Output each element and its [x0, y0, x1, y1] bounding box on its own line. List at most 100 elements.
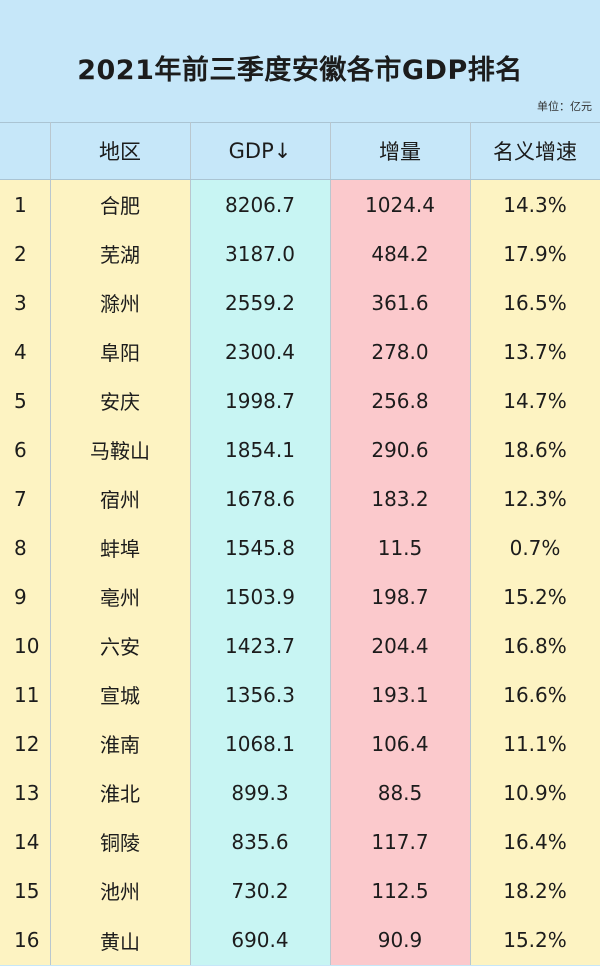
increment-cell: 290.6 — [330, 425, 471, 474]
growth-cell: 16.5% — [470, 278, 600, 327]
gdp-cell: 3187.0 — [190, 229, 331, 278]
table-row: 15 池州 730.2 112.5 18.2% — [0, 866, 600, 915]
region-cell: 淮南 — [50, 719, 191, 768]
region-header: 地区 — [50, 122, 191, 180]
region-cell: 铜陵 — [50, 817, 191, 866]
increment-cell: 256.8 — [330, 376, 471, 425]
rank-cell: 13 — [0, 768, 51, 817]
growth-cell: 15.2% — [470, 572, 600, 621]
increment-cell: 90.9 — [330, 915, 471, 965]
gdp-cell: 2559.2 — [190, 278, 331, 327]
region-cell: 六安 — [50, 621, 191, 670]
increment-header: 增量 — [330, 122, 471, 180]
region-cell: 蚌埠 — [50, 523, 191, 572]
rank-cell: 10 — [0, 621, 51, 670]
increment-cell: 278.0 — [330, 327, 471, 376]
table-row: 4 阜阳 2300.4 278.0 13.7% — [0, 327, 600, 376]
table-row: 8 蚌埠 1545.8 11.5 0.7% — [0, 523, 600, 572]
footer-strip — [0, 966, 600, 976]
gdp-cell: 1356.3 — [190, 670, 331, 719]
increment-cell: 11.5 — [330, 523, 471, 572]
gdp-cell: 690.4 — [190, 915, 331, 965]
region-cell: 宣城 — [50, 670, 191, 719]
region-cell: 宿州 — [50, 474, 191, 523]
unit-label: 单位：亿元 — [537, 100, 592, 113]
rank-cell: 12 — [0, 719, 51, 768]
gdp-header: GDP↓ — [190, 122, 331, 180]
growth-cell: 17.9% — [470, 229, 600, 278]
region-cell: 黄山 — [50, 915, 191, 965]
growth-cell: 18.2% — [470, 866, 600, 915]
growth-cell: 18.6% — [470, 425, 600, 474]
growth-cell: 16.6% — [470, 670, 600, 719]
gdp-cell: 1068.1 — [190, 719, 331, 768]
gdp-cell: 835.6 — [190, 817, 331, 866]
gdp-cell: 1545.8 — [190, 523, 331, 572]
region-cell: 合肥 — [50, 179, 191, 229]
gdp-cell: 1503.9 — [190, 572, 331, 621]
increment-cell: 204.4 — [330, 621, 471, 670]
region-cell: 淮北 — [50, 768, 191, 817]
table-row: 12 淮南 1068.1 106.4 11.1% — [0, 719, 600, 768]
increment-cell: 106.4 — [330, 719, 471, 768]
growth-cell: 16.4% — [470, 817, 600, 866]
rank-header — [0, 122, 51, 180]
table-row: 11 宣城 1356.3 193.1 16.6% — [0, 670, 600, 719]
table-row: 6 马鞍山 1854.1 290.6 18.6% — [0, 425, 600, 474]
growth-cell: 14.7% — [470, 376, 600, 425]
table-row: 9 亳州 1503.9 198.7 15.2% — [0, 572, 600, 621]
region-cell: 滁州 — [50, 278, 191, 327]
table-row: 13 淮北 899.3 88.5 10.9% — [0, 768, 600, 817]
increment-cell: 198.7 — [330, 572, 471, 621]
rank-cell: 16 — [0, 915, 51, 965]
rank-cell: 1 — [0, 179, 51, 229]
region-cell: 阜阳 — [50, 327, 191, 376]
table-row: 2 芜湖 3187.0 484.2 17.9% — [0, 229, 600, 278]
increment-cell: 484.2 — [330, 229, 471, 278]
increment-cell: 88.5 — [330, 768, 471, 817]
rank-cell: 4 — [0, 327, 51, 376]
rank-cell: 8 — [0, 523, 51, 572]
increment-cell: 193.1 — [330, 670, 471, 719]
region-cell: 亳州 — [50, 572, 191, 621]
growth-cell: 16.8% — [470, 621, 600, 670]
increment-cell: 361.6 — [330, 278, 471, 327]
gdp-cell: 1998.7 — [190, 376, 331, 425]
table-row: 16 黄山 690.4 90.9 15.2% — [0, 915, 600, 965]
rank-cell: 9 — [0, 572, 51, 621]
growth-cell: 14.3% — [470, 179, 600, 229]
rank-cell: 2 — [0, 229, 51, 278]
increment-cell: 112.5 — [330, 866, 471, 915]
gdp-cell: 1854.1 — [190, 425, 331, 474]
rank-cell: 3 — [0, 278, 51, 327]
region-cell: 安庆 — [50, 376, 191, 425]
rank-cell: 6 — [0, 425, 51, 474]
page-title: 2021年前三季度安徽各市GDP排名 — [77, 55, 523, 86]
growth-cell: 0.7% — [470, 523, 600, 572]
increment-cell: 117.7 — [330, 817, 471, 866]
region-cell: 芜湖 — [50, 229, 191, 278]
gdp-cell: 1423.7 — [190, 621, 331, 670]
growth-header: 名义增速 — [470, 122, 600, 180]
region-cell: 池州 — [50, 866, 191, 915]
gdp-table: 地区 GDP↓ 增量 名义增速 1 合肥 8206.7 1024.4 14.3% 2 芜湖 3187… — [0, 122, 600, 965]
table-row: 5 安庆 1998.7 256.8 14.7% — [0, 376, 600, 425]
increment-cell: 1024.4 — [330, 179, 471, 229]
gdp-cell: 730.2 — [190, 866, 331, 915]
header-row: 地区 GDP↓ 增量 名义增速 — [0, 122, 600, 180]
gdp-cell: 8206.7 — [190, 179, 331, 229]
region-cell: 马鞍山 — [50, 425, 191, 474]
growth-cell: 15.2% — [470, 915, 600, 965]
growth-cell: 12.3% — [470, 474, 600, 523]
rank-cell: 7 — [0, 474, 51, 523]
gdp-cell: 2300.4 — [190, 327, 331, 376]
increment-cell: 183.2 — [330, 474, 471, 523]
growth-cell: 13.7% — [470, 327, 600, 376]
table-row: 14 铜陵 835.6 117.7 16.4% — [0, 817, 600, 866]
gdp-cell: 899.3 — [190, 768, 331, 817]
table-row: 10 六安 1423.7 204.4 16.8% — [0, 621, 600, 670]
growth-cell: 11.1% — [470, 719, 600, 768]
growth-cell: 10.9% — [470, 768, 600, 817]
table-row: 3 滁州 2559.2 361.6 16.5% — [0, 278, 600, 327]
rank-cell: 5 — [0, 376, 51, 425]
